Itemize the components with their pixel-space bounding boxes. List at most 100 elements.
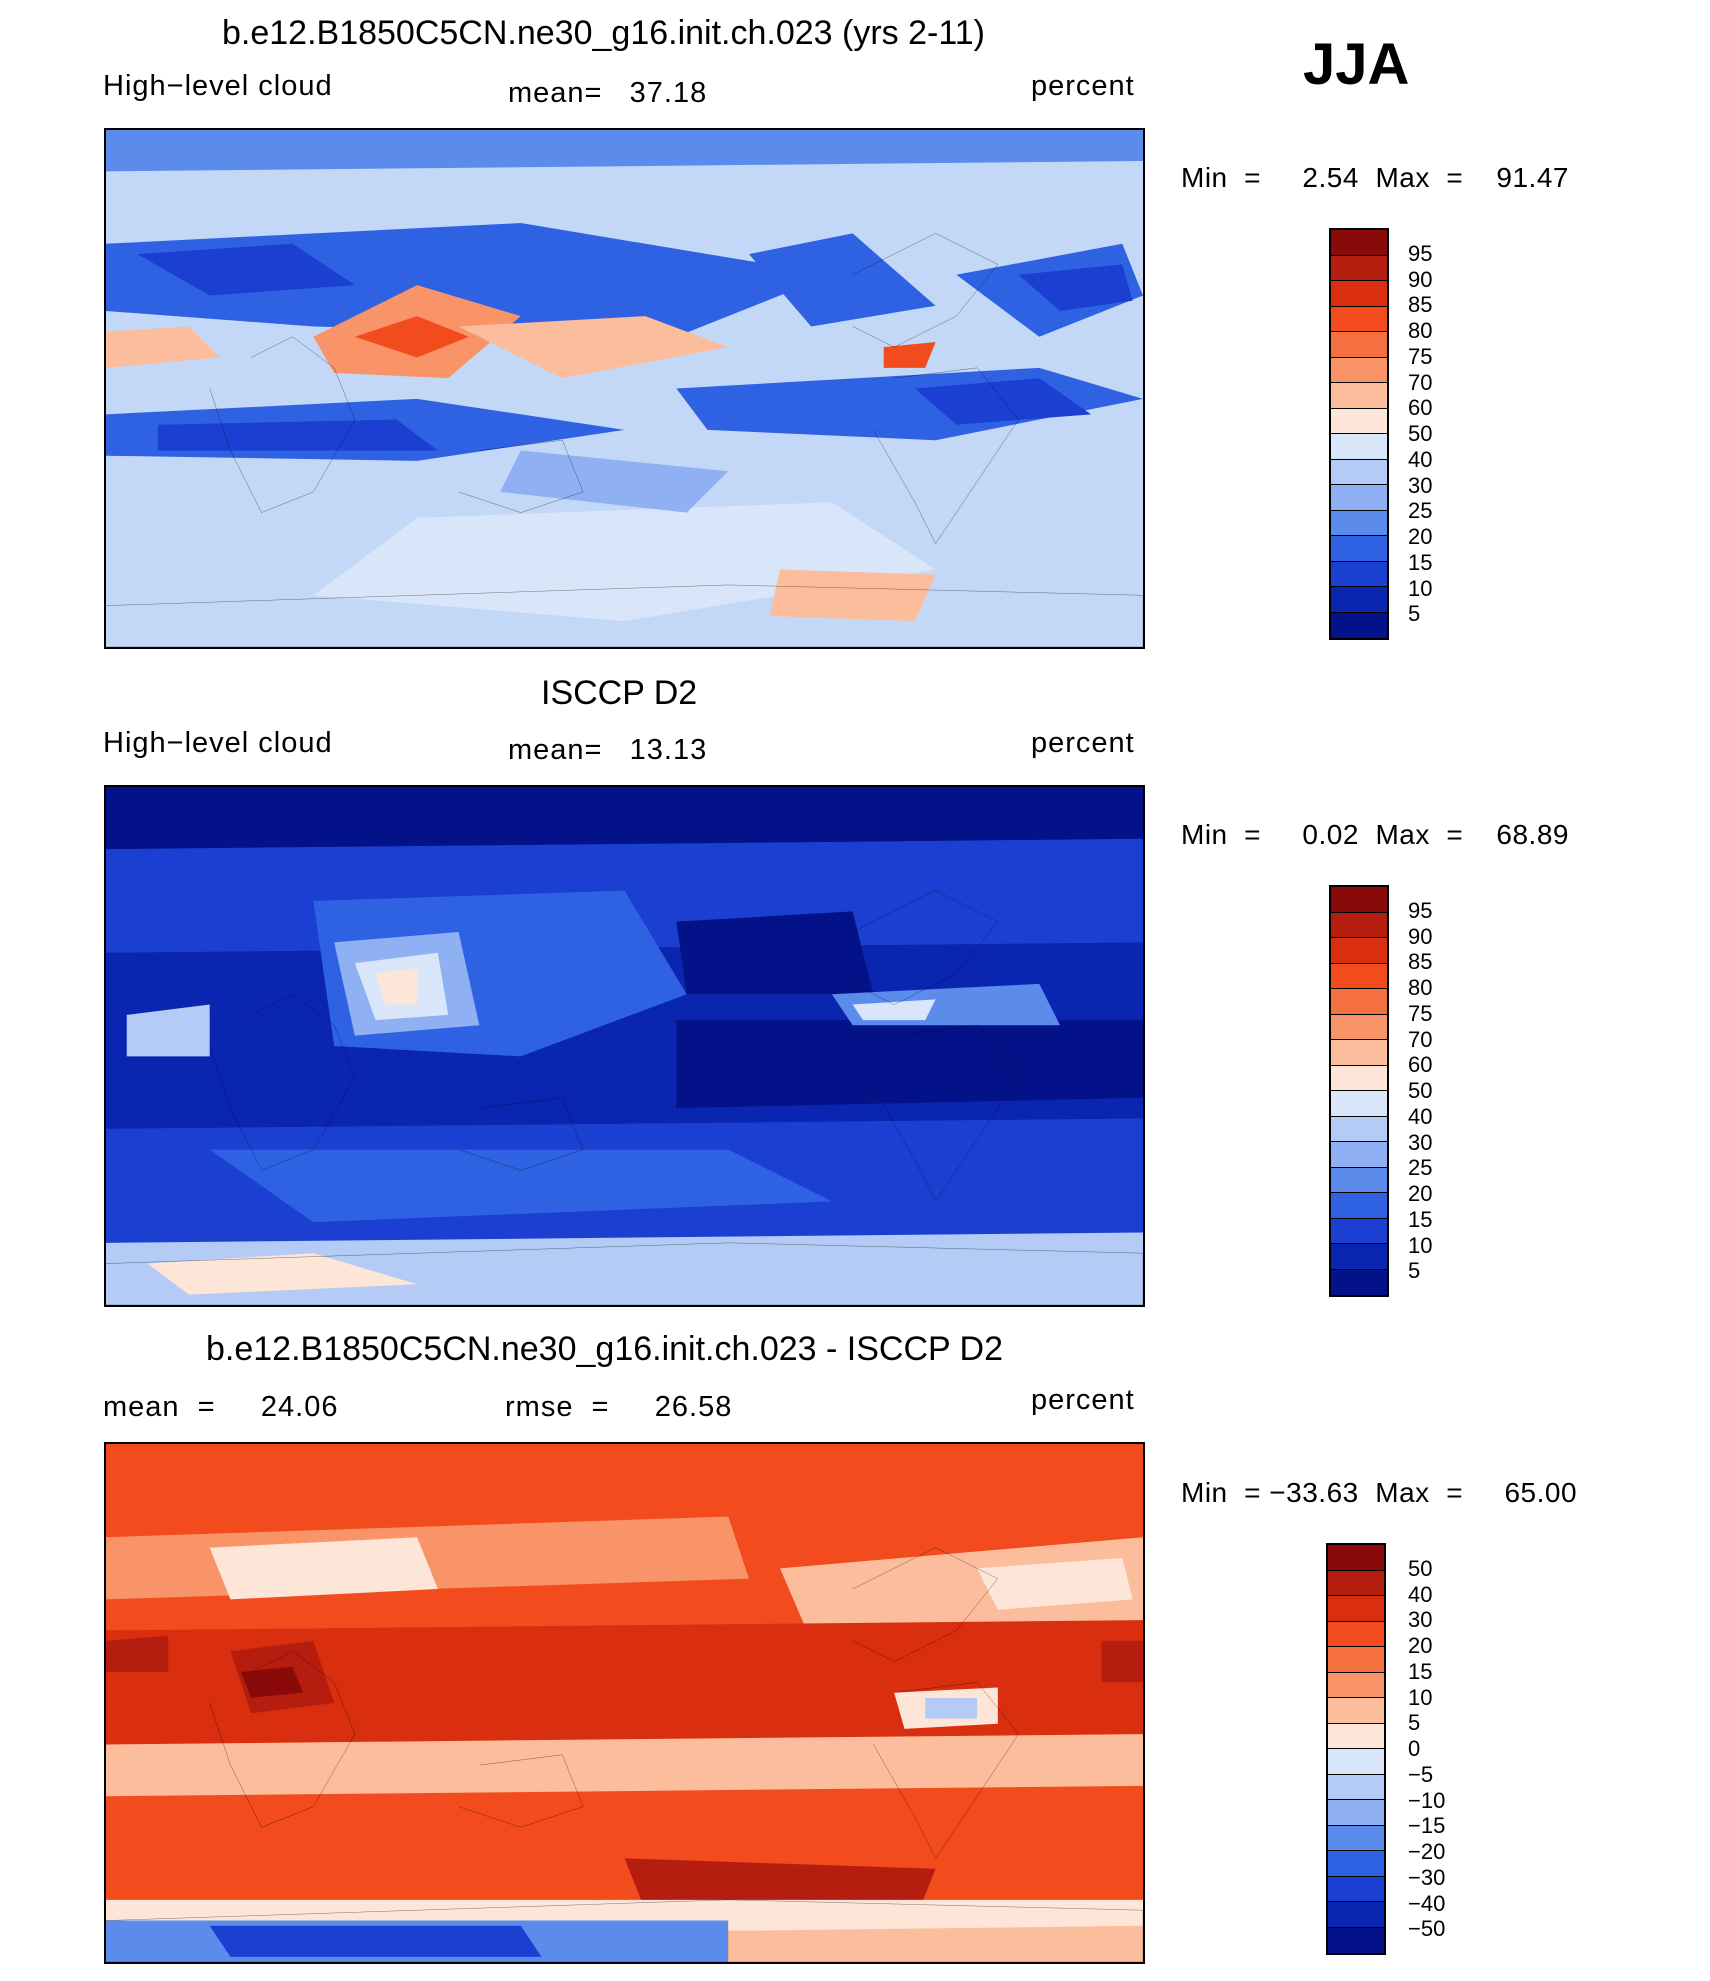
colorbar-tick-label: 40 <box>1408 446 1433 472</box>
colorbar-swatch <box>1331 1091 1387 1117</box>
coastline <box>210 994 355 1170</box>
colorbar-tick-label: 60 <box>1408 395 1433 421</box>
colorbar-tick-label: −20 <box>1408 1839 1446 1864</box>
colorbar-tick-label: 60 <box>1408 1052 1433 1078</box>
colorbar-tick-label: 25 <box>1408 1155 1433 1181</box>
field-contour-patch <box>157 419 438 451</box>
colorbar-swatch <box>1331 612 1387 638</box>
coastline <box>873 368 1018 544</box>
field-contour-patch <box>676 911 874 995</box>
panel2-variable-label: High−level cloud <box>103 727 333 759</box>
colorbar-tick-label: 50 <box>1408 1555 1433 1581</box>
panel1-units-label: percent <box>1031 70 1135 102</box>
field-contour-patch <box>500 450 729 513</box>
colorbar-swatch <box>1328 1621 1384 1647</box>
colorbar-tick-label: 30 <box>1408 472 1433 498</box>
panel3-colorbar <box>1326 1543 1386 1955</box>
colorbar-tick-label: 30 <box>1408 1129 1433 1155</box>
colorbar-swatch <box>1331 887 1387 913</box>
colorbar-swatch <box>1331 357 1387 383</box>
panel2-map-svg <box>106 787 1143 1305</box>
colorbar-tick-label: −50 <box>1408 1916 1446 1942</box>
coastline <box>210 1651 355 1827</box>
field-contour-patch <box>925 1697 978 1719</box>
coastline <box>459 440 583 512</box>
colorbar-swatch <box>1331 1244 1387 1270</box>
colorbar-swatch <box>1328 1570 1384 1596</box>
colorbar-tick-label: 50 <box>1408 1078 1433 1103</box>
colorbar-swatch <box>1331 1116 1387 1142</box>
colorbar-swatch <box>1328 1596 1384 1622</box>
colorbar-swatch <box>1331 938 1387 964</box>
field-contour-patch <box>147 1253 418 1295</box>
colorbar-tick-label: 10 <box>1408 1684 1433 1710</box>
colorbar-tick-label: 15 <box>1408 549 1433 575</box>
colorbar-swatch <box>1328 1927 1384 1953</box>
field-contour-patch <box>852 999 936 1021</box>
colorbar-swatch <box>1331 536 1387 562</box>
coastline <box>853 1548 998 1662</box>
colorbar-tick-label: 75 <box>1408 1000 1433 1026</box>
colorbar-swatch <box>1328 1774 1384 1800</box>
field-contour-patch <box>728 1925 1143 1962</box>
colorbar-tick-label: 40 <box>1408 1103 1433 1129</box>
field-contour-patch <box>914 378 1092 425</box>
field-contour-patch <box>354 316 469 358</box>
colorbar-tick-label: 70 <box>1408 369 1433 395</box>
colorbar-swatch <box>1331 1142 1387 1168</box>
panel1-title: b.e12.B1850C5CN.ne30_g16.init.ch.023 (yr… <box>222 14 985 52</box>
panel3-mean-label: mean = 24.06 <box>103 1391 339 1423</box>
field-contour-patch <box>209 1537 438 1600</box>
colorbar-swatch <box>1328 1647 1384 1673</box>
field-contour-patch <box>106 1232 1143 1305</box>
coastline <box>106 1243 1143 1305</box>
field-contour-patch <box>240 1666 304 1698</box>
colorbar-swatch <box>1331 306 1387 332</box>
panel3-minmax: Min = −33.63 Max = 65.00 <box>1181 1477 1578 1508</box>
colorbar-tick-label: 95 <box>1408 240 1433 266</box>
colorbar-swatch <box>1328 1800 1384 1826</box>
colorbar-tick-label: 0 <box>1408 1736 1421 1761</box>
colorbar-swatch <box>1331 561 1387 587</box>
colorbar-tick-label: 10 <box>1408 1232 1433 1258</box>
colorbar-tick-label: 15 <box>1408 1658 1433 1684</box>
coastline <box>853 233 998 347</box>
colorbar-tick-label: 5 <box>1408 601 1421 627</box>
colorbar-swatch <box>1331 485 1387 511</box>
colorbar-tick-label: 90 <box>1408 923 1433 949</box>
colorbar-swatch <box>1328 1749 1384 1775</box>
field-contour-patch <box>375 968 418 1005</box>
panel3-units-label: percent <box>1031 1384 1135 1416</box>
colorbar-swatch <box>1331 383 1387 409</box>
panel2-mean-label: mean= 13.13 <box>508 734 708 766</box>
panel2-title: ISCCP D2 <box>541 674 698 712</box>
field-contour-patch <box>106 1620 1143 1745</box>
field-contour-patch <box>106 130 1143 172</box>
colorbar-swatch <box>1331 1014 1387 1040</box>
field-contour-patch <box>137 243 355 296</box>
colorbar-swatch <box>1331 332 1387 358</box>
colorbar-swatch <box>1331 230 1387 256</box>
field-contour-patch <box>458 316 729 379</box>
colorbar-swatch <box>1331 255 1387 281</box>
field-contour-patch <box>676 1020 1143 1109</box>
colorbar-swatch <box>1331 989 1387 1015</box>
colorbar-swatch <box>1331 912 1387 938</box>
colorbar-tick-label: 95 <box>1408 897 1433 923</box>
colorbar-swatch <box>1331 1218 1387 1244</box>
field-contour-patch <box>1018 264 1133 311</box>
colorbar-tick-label: 20 <box>1408 1181 1433 1206</box>
colorbar-tick-label: −15 <box>1408 1813 1446 1839</box>
panel1-minmax: Min = 2.54 Max = 91.47 <box>1181 162 1569 193</box>
coastline <box>459 1755 583 1828</box>
colorbar-swatch <box>1331 587 1387 613</box>
colorbar-tick-label: −5 <box>1408 1761 1434 1787</box>
colorbar-swatch <box>1331 1065 1387 1091</box>
colorbar-swatch <box>1331 1167 1387 1193</box>
colorbar-tick-label: 80 <box>1408 318 1433 343</box>
colorbar-tick-label: 40 <box>1408 1581 1433 1607</box>
panel2-colorbar <box>1329 885 1389 1297</box>
colorbar-swatch <box>1331 1193 1387 1219</box>
field-contour-patch <box>748 233 936 327</box>
colorbar-swatch <box>1328 1825 1384 1851</box>
